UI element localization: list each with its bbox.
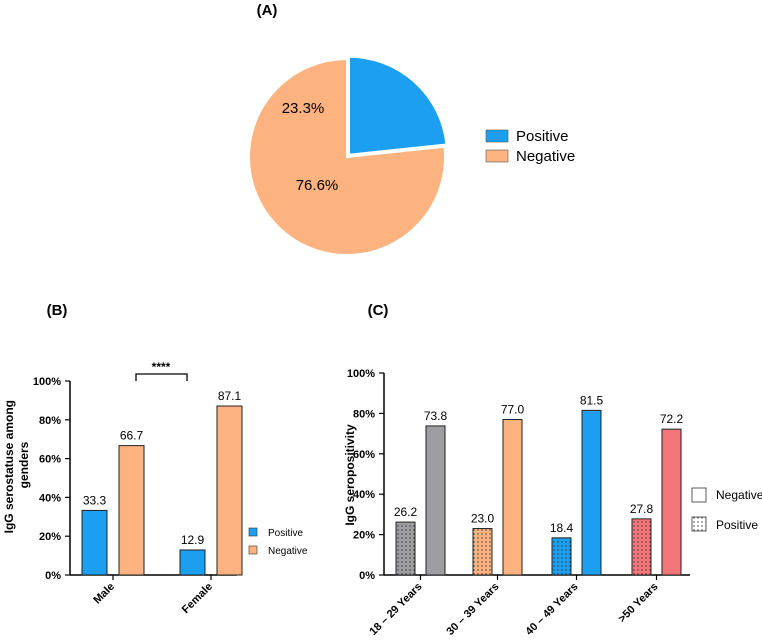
- panel-c: (C) IgG seropositivity 0% 20% 40% 60% 80% 100…: [343, 302, 762, 638]
- panel-b-bar-positive: [179, 549, 206, 576]
- panel-b-ytick-label: 60%: [39, 454, 61, 466]
- panel-c-xtick-label: 30 – 39 Years: [444, 581, 501, 638]
- panel-b-legend-swatch-positive: [248, 527, 258, 537]
- panel-b-data-label: 87.1: [218, 389, 242, 403]
- panel-c-data-label-negative: 73.8: [424, 409, 448, 423]
- pie-slice-positive: [348, 55, 448, 156]
- panel-b-title: (B): [47, 302, 68, 319]
- panel-c-bar-negative: [502, 418, 523, 576]
- panel-b-ytick-label: 80%: [39, 415, 61, 427]
- panel-b-legend-label-positive: Positive: [268, 528, 303, 539]
- panel-c-data-label-positive: 26.2: [394, 505, 418, 519]
- pie-label-positive: 23.3%: [282, 100, 325, 117]
- panel-c-bar-negative: [425, 425, 446, 576]
- panel-b-bar-positive: [81, 509, 108, 576]
- panel-b-xtick-label: Female: [180, 581, 215, 616]
- panel-c-bar-negative: [661, 428, 682, 576]
- panel-c-data-label-negative: 81.5: [580, 393, 604, 407]
- panel-b-ytick-label: 100%: [33, 376, 61, 388]
- panel-c-ytick-label: 40%: [353, 489, 375, 501]
- panel-b-ylabel: IgG serostatuse among genders: [2, 397, 31, 534]
- pie-slice-negative: [248, 57, 446, 256]
- panel-c-ytick-label: 0%: [359, 570, 375, 582]
- panel-b-ytick-label: 0%: [45, 570, 61, 582]
- panel-a: (A) 23.3% 76.6% Positive Negative: [248, 2, 575, 256]
- panel-c-ytick-label: 100%: [347, 368, 375, 380]
- legend-swatch-negative: [485, 149, 509, 163]
- panel-c-xtick-label: 18 – 29 Years: [367, 581, 424, 638]
- panel-b-data-label: 33.3: [83, 493, 107, 507]
- panel-c-ylabel: IgG seropositivity: [343, 424, 357, 526]
- panel-c-legend-swatch-positive: [691, 516, 707, 532]
- panel-b-bar-negative: [216, 405, 243, 576]
- panel-b-ylabel-line2: genders: [17, 441, 31, 488]
- panel-b-data-label: 66.7: [120, 429, 144, 443]
- pie-label-negative: 76.6%: [296, 177, 339, 194]
- panel-c-xtick-label: 40 – 49 Years: [523, 581, 580, 638]
- panel-a-title: (A): [257, 2, 278, 19]
- panel-b-data-label: 12.9: [181, 533, 205, 547]
- panel-c-data-label-positive: 23.0: [471, 512, 495, 526]
- panel-c-title: (C): [368, 302, 389, 319]
- panel-c-bar-positive-pattern: [552, 537, 571, 575]
- panel-c-data-label-positive: 18.4: [550, 521, 574, 535]
- legend-label-positive: Positive: [516, 128, 569, 145]
- legend-label-negative: Negative: [516, 148, 575, 165]
- panel-b-ylabel-line1: IgG serostatuse among: [2, 400, 16, 533]
- significance-bracket: [135, 373, 188, 381]
- panel-b-bar-negative: [118, 445, 145, 576]
- panel-b-legend-label-negative: Negative: [268, 546, 308, 557]
- panel-b-ytick-label: 20%: [39, 531, 61, 543]
- panel-b-ytick-label: 40%: [39, 492, 61, 504]
- panel-c-xtick-label: >50 Years: [616, 581, 660, 625]
- panel-c-ytick-label: 60%: [353, 449, 375, 461]
- panel-c-data-label-negative: 77.0: [501, 402, 525, 416]
- panel-b-legend-swatch-negative: [248, 545, 258, 555]
- legend-swatch-positive: [485, 129, 509, 143]
- panel-c-ytick-label: 80%: [353, 408, 375, 420]
- panel-c-legend-swatch-negative: [691, 487, 707, 503]
- panel-b: (B) IgG serostatuse among genders 0% 20% 4…: [2, 302, 308, 616]
- panel-c-ytick-label: 20%: [353, 530, 375, 542]
- panel-c-bar-positive-pattern: [473, 528, 492, 575]
- panel-c-data-label-negative: 72.2: [660, 412, 684, 426]
- significance-stars: ****: [152, 360, 171, 374]
- panel-c-bar-negative: [581, 409, 602, 576]
- panel-b-xtick-label: Male: [91, 581, 117, 607]
- panel-c-data-label-positive: 27.8: [630, 502, 654, 516]
- panel-c-legend-label-negative: Negative: [716, 488, 762, 502]
- panel-c-legend-label-positive: Positive: [716, 518, 758, 532]
- panel-c-bar-positive-pattern: [632, 518, 651, 575]
- panel-c-bar-positive-pattern: [396, 522, 415, 575]
